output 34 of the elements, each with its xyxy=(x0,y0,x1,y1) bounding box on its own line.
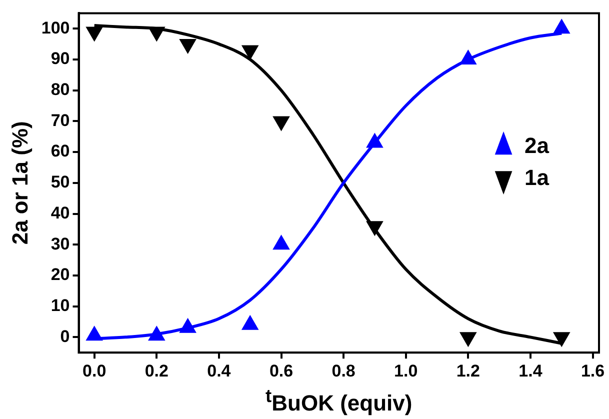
y-tick-label: 10 xyxy=(50,296,70,316)
y-tick-label: 40 xyxy=(50,203,70,222)
legend-label: 1a xyxy=(524,164,550,190)
point xyxy=(242,315,258,330)
point xyxy=(272,235,290,250)
point xyxy=(180,318,196,333)
legend-label: 2a xyxy=(524,132,550,158)
point xyxy=(86,26,103,42)
point xyxy=(148,26,165,42)
y-tick-label: 100 xyxy=(41,18,70,38)
y-tick-label: 20 xyxy=(50,265,70,284)
y-tick-label: 90 xyxy=(50,49,70,68)
x-tick-label: 1.4 xyxy=(518,361,543,380)
x-tick-label: 0.2 xyxy=(144,361,168,380)
y-axis-title: 2a or 1a (%) xyxy=(7,121,32,245)
x-tick-label: 0.4 xyxy=(207,361,232,380)
x-axis-title: $^{t}$BuOK (equiv) xyxy=(264,385,414,416)
point xyxy=(272,116,290,131)
x-tick-label: 0.6 xyxy=(269,361,294,380)
x-tick-label: 1.0 xyxy=(394,361,418,380)
y-tick-label: 30 xyxy=(50,234,70,254)
point xyxy=(180,39,196,54)
y-tick-label: 60 xyxy=(50,142,70,161)
x-tick-label: 1.6 xyxy=(580,361,605,380)
x-tick-label: 0.8 xyxy=(332,361,356,380)
point xyxy=(148,326,165,341)
x-tick-label: 1.2 xyxy=(456,361,480,380)
y-tick-label: 80 xyxy=(50,80,70,100)
y-tick-label: 0 xyxy=(60,326,70,346)
point xyxy=(86,326,103,341)
point xyxy=(242,45,258,60)
y-tick-label: 70 xyxy=(50,110,70,130)
x-tick-label: 0.0 xyxy=(82,361,106,380)
y-tick-label: 50 xyxy=(50,172,70,192)
